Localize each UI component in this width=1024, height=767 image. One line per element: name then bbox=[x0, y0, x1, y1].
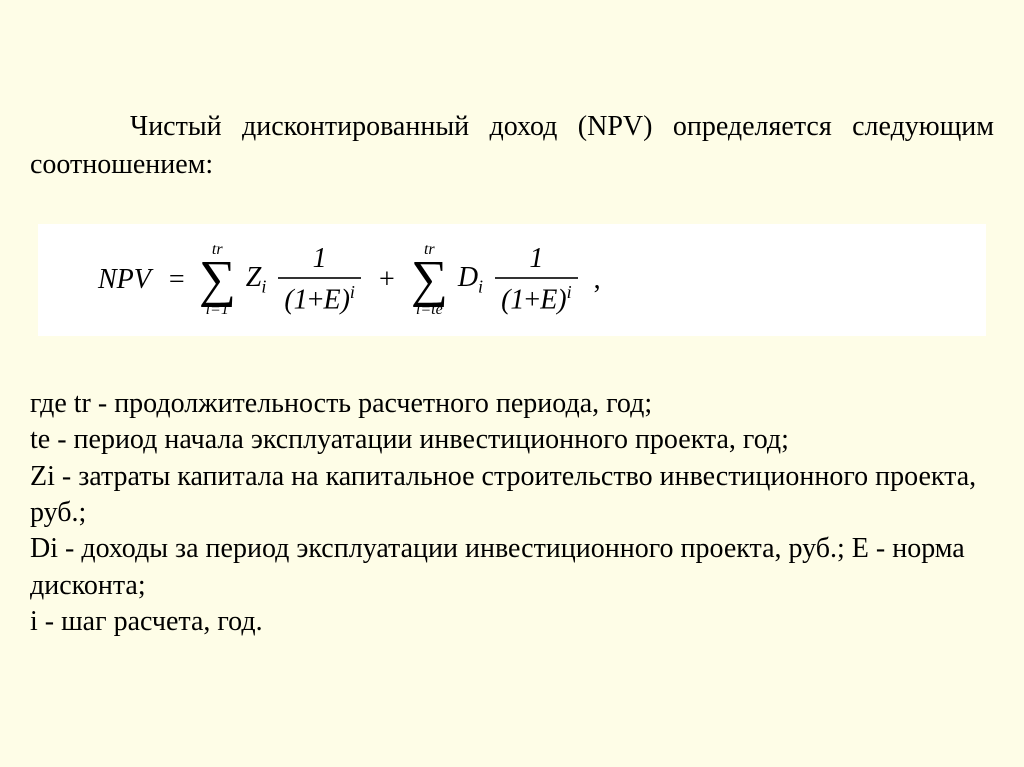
equals-sign: = bbox=[159, 264, 195, 296]
fraction-2: 1 (1+E)i bbox=[495, 244, 578, 316]
slide: Чистый дисконтированный доход (NPV) опре… bbox=[0, 0, 1024, 671]
den-sup: i bbox=[567, 282, 572, 302]
frac2-numerator: 1 bbox=[523, 244, 549, 277]
coef-z-sub: i bbox=[261, 276, 266, 296]
def-tr: где tr - продолжительность расчетного пе… bbox=[30, 386, 994, 422]
frac2-denominator: (1+E)i bbox=[495, 277, 578, 316]
den-close: ) bbox=[341, 284, 350, 315]
sum-2: tr ∑ i=te bbox=[411, 242, 448, 318]
den-open: (1 bbox=[284, 284, 307, 315]
term-2: Di 1 (1+E)i bbox=[452, 244, 584, 316]
den-e: E bbox=[540, 284, 557, 315]
sum1-lower: i=1 bbox=[206, 302, 229, 318]
def-te: te - период начала эксплуатации инвестиц… bbox=[30, 422, 994, 458]
sigma-icon: ∑ bbox=[411, 258, 448, 302]
term-1: Zi 1 (1+E)i bbox=[240, 244, 367, 316]
def-zi: Zi - затраты капитала на капитальное стр… bbox=[30, 459, 994, 532]
coef-z: Zi bbox=[240, 262, 273, 298]
coef-d-sub: i bbox=[478, 276, 483, 296]
def-i: i - шаг расчета, год. bbox=[30, 604, 994, 640]
intro-text: Чистый дисконтированный доход (NPV) опре… bbox=[30, 108, 994, 184]
coef-z-base: Z bbox=[246, 262, 262, 293]
den-plus: + bbox=[308, 284, 324, 315]
coef-d-base: D bbox=[458, 262, 478, 293]
coef-d: Di bbox=[452, 262, 489, 298]
definitions: где tr - продолжительность расчетного пе… bbox=[30, 386, 994, 641]
sum2-lower: i=te bbox=[416, 302, 443, 318]
sum-1: tr ∑ i=1 bbox=[199, 242, 236, 318]
frac1-denominator: (1+E)i bbox=[278, 277, 361, 316]
plus-sign: + bbox=[367, 264, 407, 296]
def-di-e: Di - доходы за период эксплуатации инвес… bbox=[30, 531, 994, 604]
npv-formula: NPV = tr ∑ i=1 Zi 1 (1+E)i + tr ∑ i=te bbox=[38, 224, 986, 336]
den-close: ) bbox=[557, 284, 566, 315]
formula-lhs: NPV bbox=[98, 264, 159, 296]
den-sup: i bbox=[350, 282, 355, 302]
formula-trailing-comma: , bbox=[584, 264, 601, 296]
sigma-icon: ∑ bbox=[199, 258, 236, 302]
den-e: E bbox=[323, 284, 340, 315]
fraction-1: 1 (1+E)i bbox=[278, 244, 361, 316]
frac1-numerator: 1 bbox=[307, 244, 333, 277]
den-open: (1 bbox=[501, 284, 524, 315]
den-plus: + bbox=[524, 284, 540, 315]
